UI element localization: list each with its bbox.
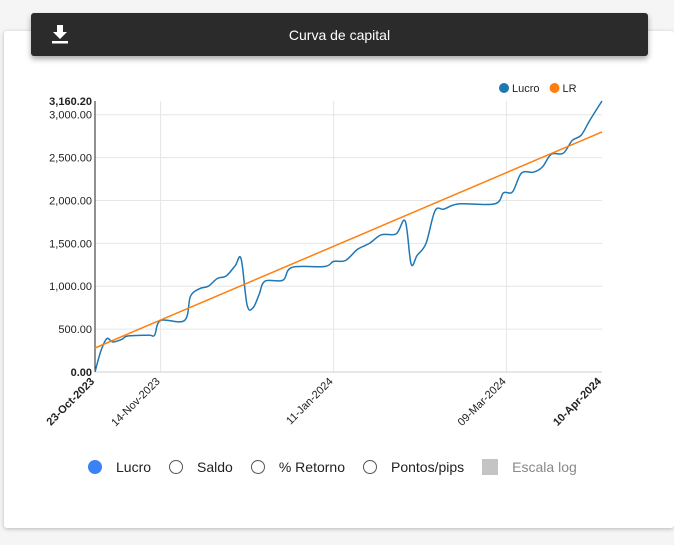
- y-tick-label: 1,500.00: [49, 238, 92, 250]
- log-scale-label: Escala log: [512, 459, 577, 475]
- option-retorno-label: % Retorno: [278, 459, 345, 475]
- radio-retorno[interactable]: [250, 460, 265, 474]
- option-lucro[interactable]: Lucro: [88, 459, 151, 475]
- y-tick-label: 500.00: [58, 324, 92, 336]
- legend-label-lr: LR: [563, 83, 577, 95]
- series-line-lr: [94, 131, 603, 349]
- chart-title: Curva de capital: [288, 26, 391, 43]
- chart-header: Curva de capital: [31, 13, 648, 56]
- y-tick-label: 2,500.00: [49, 153, 92, 165]
- option-saldo[interactable]: Saldo: [169, 459, 233, 475]
- y-tick-label: 3,000.00: [49, 110, 92, 122]
- x-tick-label: 23-Oct-2023: [45, 376, 98, 429]
- x-tick-label: 09-Mar-2024: [456, 376, 509, 429]
- legend-label-lucro: Lucro: [512, 83, 540, 95]
- legend-marker-lucro: [499, 83, 509, 93]
- log-scale-checkbox[interactable]: [482, 459, 499, 475]
- option-pontos-pips-label: Pontos/pips: [391, 459, 465, 475]
- option-lucro-label: Lucro: [116, 459, 152, 475]
- y-tick-label: 2,000.00: [49, 195, 92, 207]
- x-tick-label: 14-Nov-2023: [109, 376, 162, 429]
- series-line-lucro: [94, 100, 603, 373]
- x-tick-label: 10-Apr-2024: [551, 375, 605, 429]
- x-tick-label: 11-Jan-2024: [284, 376, 336, 428]
- legend-marker-lr: [549, 83, 560, 93]
- y-tick-label: 1,000.00: [49, 281, 92, 293]
- equity-curve-chart: 0.00 500.00 1,000.00 1,500.00 2,000.00 2,500.…: [45, 83, 605, 429]
- option-saldo-label: Saldo: [197, 459, 233, 475]
- y-tick-label: 0.00: [71, 367, 92, 379]
- chart-card: [4, 31, 674, 528]
- download-icon[interactable]: [51, 24, 69, 44]
- radio-pontos-pips[interactable]: [363, 460, 377, 474]
- option-retorno[interactable]: % Retorno: [250, 459, 345, 475]
- option-pontos-pips[interactable]: Pontos/pips: [363, 459, 464, 475]
- y-tick-label: 3,160.20: [49, 96, 92, 108]
- radio-lucro[interactable]: [88, 460, 102, 474]
- chart-controls: Lucro Saldo % Retorno Pontos/pips Escala…: [88, 456, 595, 478]
- log-scale-toggle[interactable]: Escala log: [482, 459, 577, 475]
- radio-saldo[interactable]: [169, 460, 184, 474]
